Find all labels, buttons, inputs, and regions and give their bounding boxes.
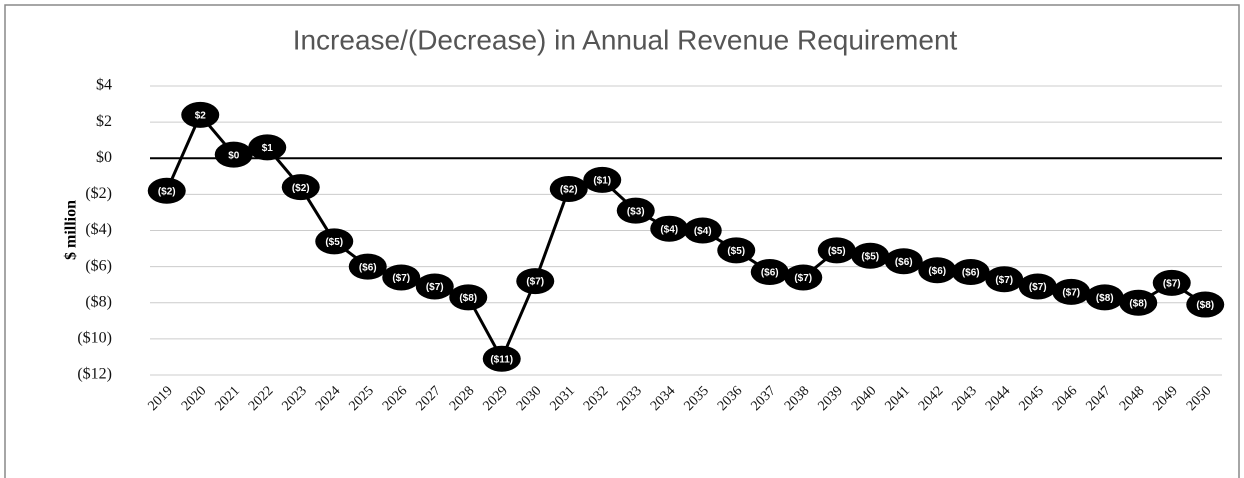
- data-label: ($2): [292, 183, 310, 194]
- data-point: [1119, 289, 1158, 316]
- data-point: [583, 166, 622, 193]
- data-point: [214, 141, 253, 168]
- data-point: [884, 248, 923, 275]
- data-label: ($7): [1062, 288, 1080, 299]
- data-label: ($6): [895, 257, 913, 268]
- data-point: [616, 197, 655, 224]
- data-label: ($7): [1029, 282, 1047, 293]
- data-label: ($7): [794, 273, 812, 284]
- data-label: ($7): [392, 273, 410, 284]
- y-axis-label: $ million: [63, 200, 80, 260]
- data-point: [717, 237, 756, 264]
- y-tick-label: $2: [96, 113, 112, 130]
- data-label: ($7): [995, 275, 1013, 286]
- data-label: $0: [228, 150, 240, 161]
- data-label: ($5): [861, 251, 879, 262]
- data-point: [683, 217, 722, 244]
- y-tick-label: ($8): [85, 293, 112, 310]
- data-label: ($3): [627, 206, 645, 217]
- data-label: ($7): [526, 277, 544, 288]
- data-label: ($8): [1096, 293, 1114, 304]
- data-label: ($7): [426, 282, 444, 293]
- data-point: [415, 273, 454, 300]
- data-point: [315, 228, 354, 255]
- data-label: ($11): [490, 354, 513, 365]
- data-point: [650, 215, 689, 242]
- y-tick-label: ($12): [77, 366, 112, 383]
- data-label: ($6): [962, 268, 980, 279]
- data-point: [248, 134, 287, 161]
- data-point: [817, 237, 856, 264]
- data-point: [851, 242, 890, 269]
- data-label: ($5): [325, 237, 343, 248]
- data-label: ($4): [660, 224, 678, 235]
- y-tick-label: $0: [96, 149, 112, 166]
- data-label: ($2): [158, 186, 176, 197]
- data-label: ($7): [1163, 279, 1181, 290]
- y-tick-label: ($10): [77, 330, 112, 347]
- data-point: [181, 101, 220, 128]
- data-point: [449, 284, 488, 311]
- data-point: [281, 174, 320, 201]
- chart-title: Increase/(Decrease) in Annual Revenue Re…: [293, 24, 958, 55]
- data-point: [918, 257, 957, 284]
- data-label: ($8): [459, 293, 477, 304]
- data-label: ($5): [828, 246, 846, 257]
- data-point: [1052, 278, 1091, 305]
- data-point: [147, 177, 186, 204]
- y-tick-label: $4: [96, 77, 112, 94]
- data-point: [382, 264, 421, 291]
- data-point: [1018, 273, 1057, 300]
- data-label: ($6): [359, 262, 377, 273]
- data-point: [985, 266, 1024, 293]
- data-label: $1: [262, 143, 274, 154]
- data-point: [784, 264, 823, 291]
- data-point: [1152, 269, 1191, 296]
- data-label: ($1): [593, 176, 611, 187]
- data-point: [348, 253, 387, 280]
- data-point: [1085, 284, 1124, 311]
- data-label: ($5): [727, 246, 745, 257]
- data-label: ($4): [694, 226, 712, 237]
- data-point: [1186, 291, 1225, 318]
- data-label: ($8): [1196, 300, 1214, 311]
- data-point: [482, 345, 521, 372]
- data-label: ($2): [560, 185, 578, 196]
- data-point: [549, 175, 588, 202]
- data-point: [951, 259, 990, 286]
- y-tick-label: ($2): [85, 185, 112, 202]
- y-tick-label: ($6): [85, 257, 112, 274]
- data-label: ($6): [761, 268, 779, 279]
- data-point: [750, 259, 789, 286]
- data-label: ($6): [928, 266, 946, 277]
- chart-frame: [4, 4, 1240, 478]
- y-tick-label: ($4): [85, 221, 112, 238]
- data-label: ($8): [1129, 298, 1147, 309]
- data-label: $2: [195, 111, 207, 122]
- data-point: [516, 268, 555, 295]
